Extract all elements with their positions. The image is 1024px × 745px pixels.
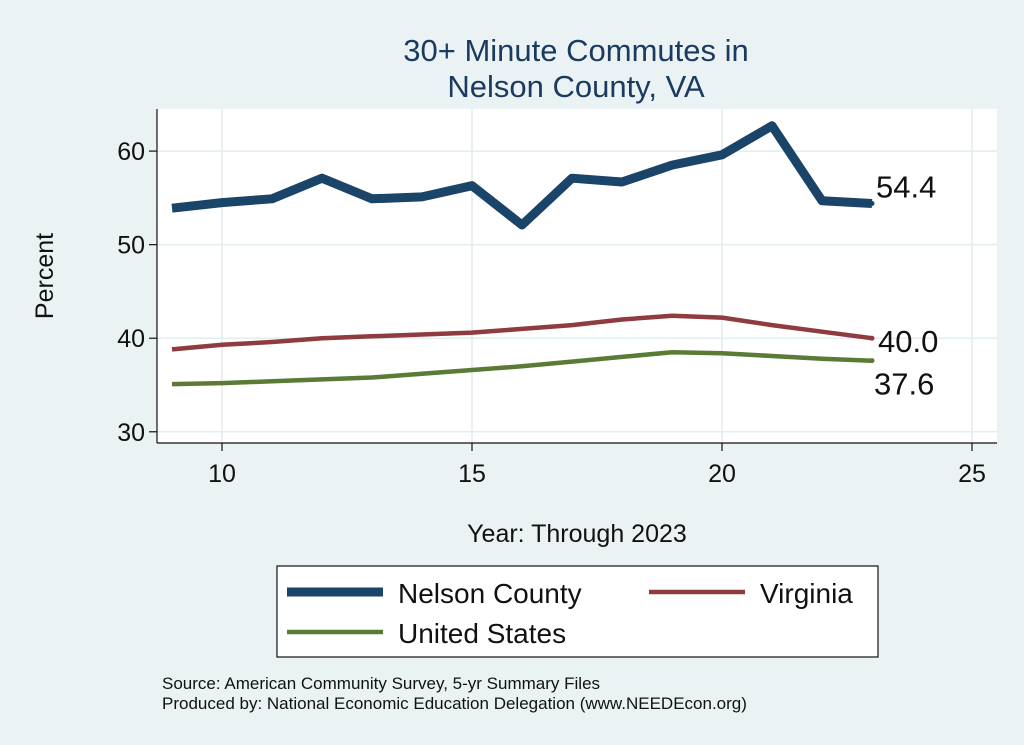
series-endpoint-virginia [869, 335, 875, 341]
y-tick-label-40: 40 [117, 325, 145, 353]
y-tick-label-30: 30 [117, 419, 145, 447]
end-label-nelson-county: 54.4 [876, 169, 936, 204]
series-endpoint-united-states [869, 358, 875, 364]
series-line-virginia [171, 313, 873, 352]
legend: Nelson County Virginia United States [276, 565, 879, 658]
series-lines [171, 121, 875, 387]
legend-label-united-states: United States [398, 618, 566, 649]
series-line-nelson-county [171, 121, 873, 230]
x-tick-label-25: 25 [958, 460, 986, 488]
end-label-united-states: 37.6 [874, 367, 934, 402]
chart-title-line-2: Nelson County, VA [447, 69, 705, 104]
x-axis-title: Year: Through 2023 [467, 520, 687, 548]
y-axis-title: Percent [31, 233, 59, 319]
x-tick-label-15: 15 [458, 460, 486, 488]
producer-note: Produced by: National Economic Education… [162, 694, 747, 713]
y-tick-label-50: 50 [117, 232, 145, 260]
plot-area [157, 109, 997, 443]
chart-title-line-1: 30+ Minute Commutes in [403, 33, 748, 68]
x-tick-label-20: 20 [708, 460, 736, 488]
legend-label-nelson-county: Nelson County [398, 578, 582, 609]
y-tick-label-60: 60 [117, 138, 145, 166]
x-tick-label-10: 10 [208, 460, 236, 488]
legend-box [276, 565, 879, 658]
series-line-united-states [171, 349, 873, 387]
end-labels: 54.4 40.0 37.6 [874, 169, 938, 401]
series-endpoint-nelson-county [869, 200, 875, 206]
axes: 30 40 50 60 10 15 20 25 [117, 109, 997, 488]
end-label-virginia: 40.0 [878, 324, 938, 359]
legend-label-virginia: Virginia [760, 578, 853, 609]
source-note: Source: American Community Survey, 5-yr … [162, 674, 600, 693]
